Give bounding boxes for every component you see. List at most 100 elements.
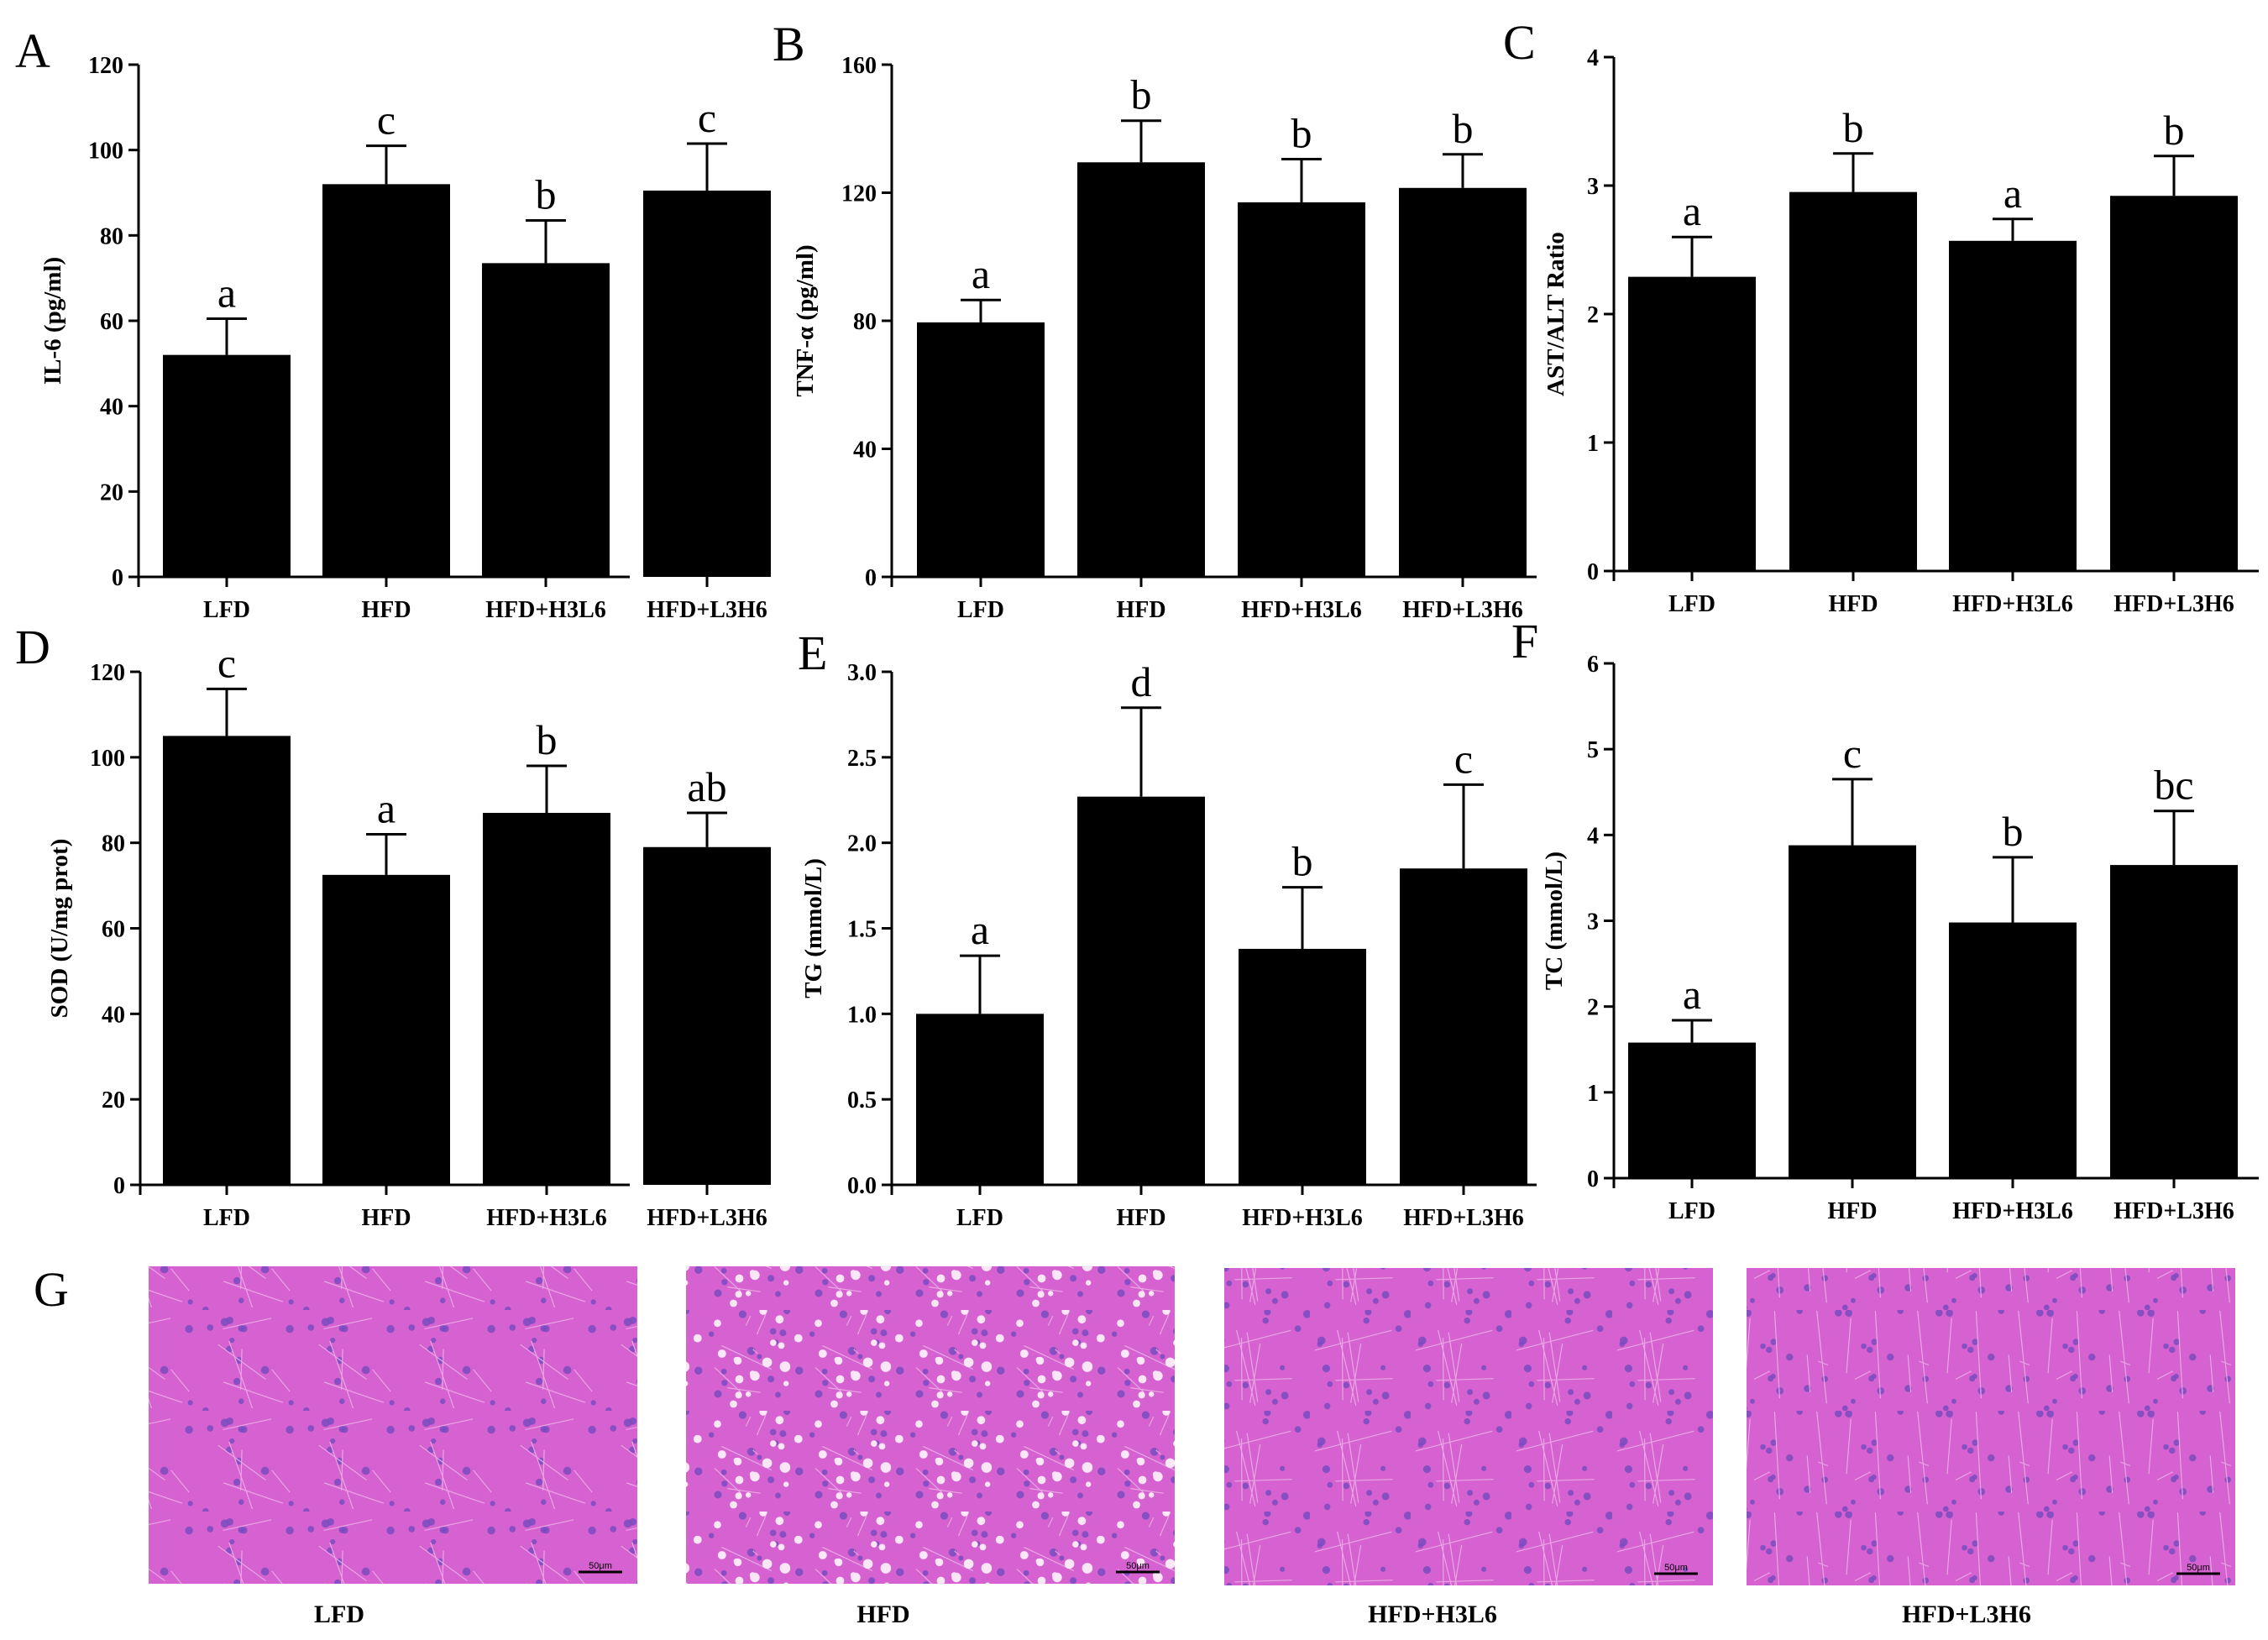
significance-label: c	[377, 97, 395, 144]
significance-label: ab	[687, 763, 726, 810]
panel-letter: B	[773, 17, 805, 71]
x-tick-label: HFD+H3L6	[485, 597, 606, 623]
bar-lfd	[1628, 276, 1756, 571]
y-tick-label: 80	[853, 309, 877, 335]
significance-label: d	[1131, 658, 1152, 705]
x-tick-label: HFD+L3H6	[1402, 597, 1523, 623]
bar-lfd	[1628, 1042, 1756, 1178]
scale-bar-label: 50μm	[1664, 1563, 1688, 1573]
x-tick-label: HFD+L3H6	[1403, 1205, 1524, 1231]
y-tick-label: 2	[1587, 302, 1599, 328]
x-tick-label: HFD+H3L6	[486, 1205, 607, 1231]
histology-panel-g: G 50μm LFD 50μm HFD 50μm HFD+H3L6 50μm HFD+L3H6	[34, 1262, 2235, 1628]
y-tick-label: 1.5	[847, 917, 877, 943]
bar-lfd	[163, 736, 291, 1185]
bar-hfd	[1077, 162, 1205, 577]
y-tick-label: 80	[100, 223, 123, 249]
x-tick-label: HFD	[1116, 1205, 1165, 1231]
significance-label: b	[2003, 808, 2024, 855]
panel-letter: E	[798, 626, 827, 680]
bar-hfd-l3h6	[643, 846, 771, 1185]
histology-image-hfd-h3l6	[1224, 1268, 1713, 1585]
significance-label: a	[377, 784, 395, 831]
x-tick-label: HFD+L3H6	[647, 597, 767, 623]
x-tick-label: HFD	[1116, 597, 1165, 623]
chart-panel-a: A 0 20 40 60 80 100 120 IL-6 (pg/ml) a LFD c HFD b HFD…	[15, 24, 771, 623]
y-tick-label: 60	[102, 917, 125, 943]
y-tick-label: 100	[88, 139, 123, 165]
bar-hfd-l3h6	[2110, 196, 2238, 572]
x-tick-label: LFD	[1668, 1198, 1715, 1224]
significance-label: b	[1291, 109, 1312, 156]
y-tick-label: 20	[100, 479, 123, 506]
x-tick-label: LFD	[203, 597, 250, 623]
y-tick-label: 120	[88, 53, 123, 79]
x-tick-label: HFD+L3H6	[2113, 1198, 2234, 1224]
bar-hfd	[1789, 191, 1917, 571]
panel-letter: A	[15, 24, 50, 78]
significance-label: a	[1683, 971, 1701, 1018]
significance-label: c	[1454, 735, 1473, 782]
y-tick-label: 20	[102, 1087, 125, 1113]
panel-letter: C	[1503, 15, 1536, 70]
y-tick-label: 5	[1587, 737, 1599, 763]
bar-hfd	[1789, 845, 1916, 1178]
bar-hfd-l3h6	[1400, 868, 1527, 1185]
y-tick-label: 1	[1587, 431, 1599, 457]
bar-hfd-h3l6	[1949, 240, 2077, 571]
bar-hfd-h3l6	[483, 813, 610, 1185]
x-tick-label: HFD	[1827, 1198, 1877, 1224]
bar-lfd	[163, 354, 291, 577]
x-tick-label: LFD	[203, 1205, 250, 1231]
significance-label: b	[1131, 71, 1152, 118]
significance-label: a	[971, 906, 989, 953]
histology-image-hfd-l3h6	[1747, 1268, 2235, 1585]
chart-panel-c: C 0 1 2 3 4 AST/ALT Ratio a LFD b HFD a HFD+H3L6 b HFD…	[1503, 15, 2259, 617]
y-tick-label: 60	[100, 309, 123, 335]
bar-hfd	[322, 184, 450, 578]
y-tick-label: 2.0	[847, 831, 877, 857]
y-tick-label: 3	[1587, 909, 1599, 935]
y-tick-label: 0	[865, 565, 877, 591]
scale-bar-label: 50μm	[2187, 1563, 2210, 1573]
bar-hfd-h3l6	[1949, 922, 2077, 1178]
histology-caption: HFD+L3H6	[1902, 1601, 2031, 1628]
significance-label: b	[2164, 107, 2185, 154]
bar-hfd-l3h6	[643, 190, 771, 578]
significance-label: b	[536, 171, 557, 218]
chart-panel-d: D 0 20 40 60 80 100 120 SOD (U/mg prot) c LFD a HFD b…	[15, 620, 771, 1231]
significance-label: a	[2003, 170, 2022, 217]
bar-hfd	[322, 874, 450, 1185]
significance-label: b	[537, 716, 558, 763]
scale-bar-label: 50μm	[589, 1561, 612, 1571]
histology-image-lfd	[149, 1266, 637, 1584]
histology-caption: HFD	[856, 1601, 909, 1628]
bar-hfd-h3l6	[1239, 948, 1366, 1185]
y-tick-label: 0.5	[847, 1087, 877, 1113]
y-tick-label: 6	[1587, 652, 1599, 678]
x-tick-label: HFD+L3H6	[2113, 591, 2234, 617]
bar-hfd-h3l6	[1238, 202, 1365, 577]
y-tick-label: 0.0	[847, 1173, 877, 1199]
chart-panel-b: B 0 40 80 120 160 TNF-α (pg/ml) a LFD b HFD b HFD+H3…	[773, 17, 1537, 623]
panel-letter: G	[34, 1262, 69, 1317]
panel-letter: D	[15, 620, 50, 674]
panel-letter: F	[1511, 614, 1538, 668]
chart-panel-f: F 0 1 2 3 4 5 6 TC (mmol/L) a LFD c HFD b HFD+H3L6 bc HF…	[1511, 614, 2259, 1224]
y-tick-label: 40	[853, 438, 877, 464]
bar-lfd	[916, 1014, 1044, 1185]
significance-label: c	[217, 639, 236, 686]
y-tick-label: 1	[1587, 1081, 1599, 1107]
x-tick-label: HFD	[361, 597, 411, 623]
y-tick-label: 1.0	[847, 1002, 877, 1028]
y-axis-title: AST/ALT Ratio	[1543, 232, 1569, 396]
y-tick-label: 160	[841, 53, 877, 79]
bar-hfd-h3l6	[482, 263, 610, 577]
y-tick-label: 3	[1587, 174, 1599, 200]
y-tick-label: 120	[90, 660, 125, 686]
chart-panel-e: E 0.0 0.5 1.0 1.5 2.0 2.5 3.0 TG (mmol/L) a LFD d HF…	[798, 626, 1537, 1231]
x-tick-label: HFD+H3L6	[1952, 591, 2073, 617]
significance-label: a	[972, 250, 990, 297]
x-tick-label: LFD	[956, 1205, 1003, 1231]
y-tick-label: 80	[102, 831, 125, 857]
